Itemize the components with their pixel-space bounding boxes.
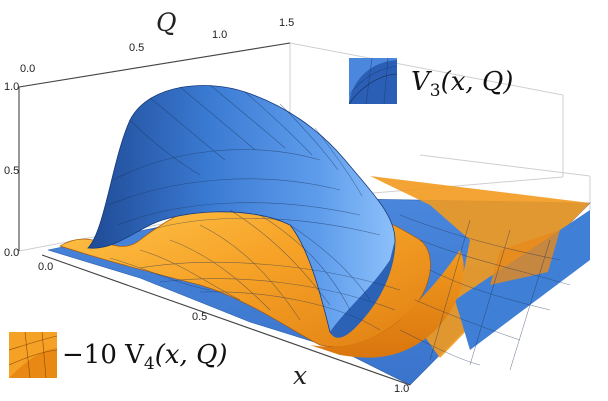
q-tick-label: 0.0 bbox=[20, 63, 35, 75]
blue-hump-surface bbox=[87, 85, 396, 338]
legend-v3-label: V3(x, Q) bbox=[411, 67, 513, 101]
q-axis-line bbox=[18, 42, 291, 88]
legend-v4-label: −10 V4(x, Q) bbox=[62, 340, 228, 374]
z-tick-label: 0.0 bbox=[4, 247, 19, 259]
q-tick-label: 1.0 bbox=[212, 29, 227, 41]
x-axis-line bbox=[41, 254, 411, 386]
x-axis-label: x bbox=[293, 361, 307, 390]
x-tick-labels: 0.0 0.5 1.0 bbox=[38, 261, 409, 395]
z-tick-label: 1.0 bbox=[4, 81, 19, 93]
axes-front bbox=[18, 42, 411, 386]
legend-v4: −10 V4(x, Q) bbox=[9, 332, 228, 378]
q-tick-label: 1.5 bbox=[279, 17, 294, 29]
legend-v3-swatch bbox=[349, 58, 397, 104]
x-tick-label: 1.0 bbox=[394, 383, 409, 395]
q-tick-label: 0.5 bbox=[129, 42, 144, 54]
legend-v3: V3(x, Q) bbox=[349, 58, 513, 104]
z-tick-label: 0.5 bbox=[4, 165, 19, 177]
q-axis-label: Q bbox=[156, 8, 177, 37]
x-tick-label: 0.0 bbox=[38, 261, 53, 273]
x-tick-label: 0.5 bbox=[192, 311, 207, 323]
q-tick-labels: 0.0 0.5 1.0 1.5 bbox=[20, 17, 294, 75]
mesh-lines bbox=[107, 84, 571, 371]
z-tick-labels: 1.0 0.5 0.0 bbox=[4, 81, 19, 259]
legend-v4-swatch bbox=[9, 332, 57, 378]
